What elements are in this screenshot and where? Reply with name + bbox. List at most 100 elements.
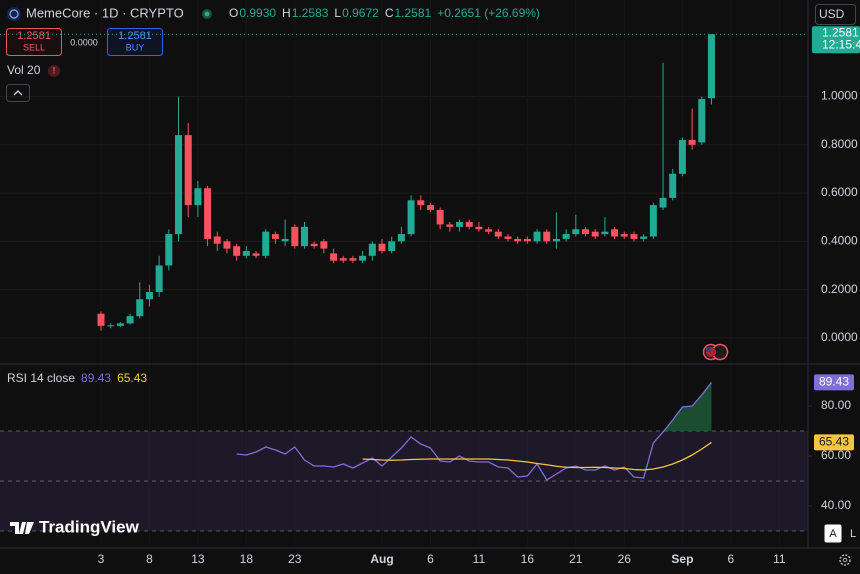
candle-body: [252, 253, 260, 256]
candle-body: [514, 238, 522, 242]
rsi-value-tag: 89.43: [819, 375, 849, 389]
auto-scale-label: A: [829, 528, 837, 540]
volume-warning-mark: !: [53, 65, 56, 75]
log-scale-label[interactable]: L: [850, 528, 856, 540]
buy-button[interactable]: [107, 28, 163, 56]
y-tick-label: 0.6000: [821, 185, 858, 199]
candle-body: [572, 229, 580, 235]
candle-body: [184, 135, 192, 206]
ohlc-value: 0.9930: [239, 6, 276, 20]
candle-body: [630, 234, 638, 239]
x-tick-label: 13: [191, 552, 205, 566]
collapse-icon: [13, 90, 23, 96]
last-price: 1.2581: [822, 25, 859, 39]
symbol-title[interactable]: MemeCore · 1D · CRYPTO: [26, 5, 184, 20]
candle-body: [194, 188, 202, 206]
candle-body: [165, 234, 173, 266]
candle-body: [233, 246, 241, 256]
brand: TradingView: [39, 517, 140, 536]
candle-body: [446, 224, 454, 227]
volume-warning: [48, 65, 60, 77]
candle-body: [330, 253, 338, 261]
x-tick-label: 23: [288, 552, 302, 566]
sell-label: SELL: [23, 42, 45, 52]
rsi-title[interactable]: RSI 14 close: [7, 371, 75, 385]
volume-legend[interactable]: Vol 20: [7, 63, 41, 77]
candle-body: [620, 234, 628, 237]
candle-body: [659, 197, 667, 208]
candle-body: [145, 292, 153, 300]
rsi-value-tag-bg: [814, 434, 854, 451]
symbol-icon: [7, 7, 21, 21]
x-tick-label: 18: [240, 552, 254, 566]
rsi-value-tag-bg: [814, 374, 854, 391]
y-tick-label: 0.2000: [821, 282, 858, 296]
candle-body: [485, 229, 493, 232]
sell-button[interactable]: [6, 28, 62, 56]
candle-body: [562, 234, 570, 239]
candle-body: [601, 231, 609, 235]
rsi-legend: 89.43 89.43 65.43 65.43: [81, 371, 854, 451]
candle-body: [136, 299, 144, 317]
collapse-button[interactable]: [6, 84, 30, 102]
market-status: [204, 11, 210, 17]
candle-body: [669, 173, 677, 198]
x-tick-label: 6: [427, 552, 434, 566]
y-tick-label: 0.4000: [821, 234, 858, 248]
candle-body: [533, 231, 541, 242]
ohlc-key: L: [334, 6, 341, 20]
x-tick-label: 11: [473, 552, 486, 566]
candle-body: [155, 265, 163, 293]
candle-body: [97, 313, 105, 326]
ohlc-legend: O 0.9930 H 1.2583 L 0.9672 C 1.2581 +0.2651 (+26…: [229, 6, 540, 20]
candle-body: [582, 229, 589, 235]
rsi-line: [236, 382, 712, 481]
x-tick-label: 16: [521, 552, 535, 566]
flag-icon: [706, 347, 711, 352]
rsi-legend-value: 65.43: [117, 371, 147, 385]
y-tick-label: 80.00: [821, 398, 851, 412]
y-tick-label: 40.00: [821, 498, 851, 512]
candle-body: [175, 135, 183, 235]
candle-body: [688, 139, 696, 145]
currency-button[interactable]: [815, 4, 856, 25]
candle-body: [407, 200, 415, 235]
candle-body: [262, 231, 270, 256]
candle-body: [543, 231, 551, 242]
settings-icon: [842, 557, 848, 563]
candle-body: [707, 34, 715, 99]
candle-body: [475, 226, 483, 230]
candle-body: [456, 222, 464, 227]
x-tick-label: 3: [98, 552, 105, 566]
auto-scale-button[interactable]: [824, 524, 842, 543]
candle-body: [107, 325, 115, 327]
sell-price: 1.2581: [17, 30, 51, 42]
rsi-value-tag: 65.43: [819, 435, 849, 449]
ohlc-key: C: [385, 6, 394, 20]
ohlc-key: H: [282, 6, 291, 20]
candle-body: [397, 234, 405, 242]
candle-body: [291, 226, 299, 247]
candle-body: [504, 236, 512, 239]
last-price-tag-bg: [812, 26, 860, 54]
x-tick-label: 11: [773, 552, 786, 566]
candle-body: [523, 238, 531, 242]
x-tick-label: 21: [569, 552, 583, 566]
buy-label: BUY: [126, 42, 145, 52]
y-tick-label: 0.0000: [821, 330, 858, 344]
candle-body: [552, 238, 560, 242]
buy-price: 1.2581: [118, 30, 152, 42]
spread: 0.0000: [70, 37, 98, 47]
settings-icon[interactable]: [839, 554, 851, 566]
y-tick-label: 0.8000: [821, 137, 858, 151]
candle-body: [465, 222, 473, 227]
candle-body: [359, 255, 367, 261]
labels: 0.0000 0.2000 0.4000 0.6000 0.8000 1.0000 3 8 13…: [98, 89, 858, 566]
candle-body: [417, 200, 425, 206]
candle-body: [204, 188, 212, 239]
candle-body: [310, 243, 318, 247]
x-tick-label: Aug: [370, 552, 393, 566]
x-tick-label: 8: [146, 552, 153, 566]
